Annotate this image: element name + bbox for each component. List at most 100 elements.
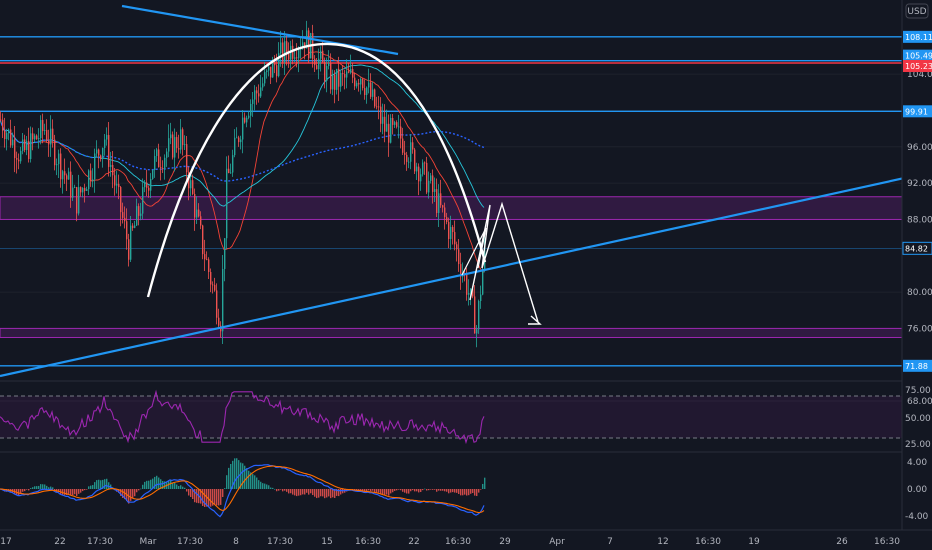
- candle-body[interactable]: [76, 187, 78, 214]
- candle-body[interactable]: [304, 42, 306, 49]
- candle-body[interactable]: [458, 249, 460, 265]
- candle-body[interactable]: [428, 180, 430, 193]
- candle-body[interactable]: [408, 161, 410, 163]
- candle-body[interactable]: [120, 187, 122, 213]
- candle-body[interactable]: [344, 74, 346, 78]
- candle-body[interactable]: [308, 30, 310, 59]
- candle-body[interactable]: [482, 268, 484, 295]
- candle-body[interactable]: [426, 162, 428, 193]
- candle-body[interactable]: [254, 90, 256, 100]
- candle-body[interactable]: [230, 172, 232, 174]
- candle-body[interactable]: [146, 182, 148, 188]
- candle-body[interactable]: [330, 63, 332, 90]
- candle-body[interactable]: [158, 149, 160, 168]
- candle-body[interactable]: [466, 274, 468, 295]
- candle-body[interactable]: [136, 206, 138, 226]
- candle-body[interactable]: [4, 130, 6, 140]
- candle-body[interactable]: [216, 290, 218, 318]
- candle-body[interactable]: [164, 157, 166, 169]
- candle-body[interactable]: [100, 155, 102, 159]
- candle-body[interactable]: [130, 225, 132, 260]
- candle-body[interactable]: [420, 174, 422, 182]
- projection-arrow-head[interactable]: [528, 315, 542, 325]
- candle-body[interactable]: [362, 78, 364, 89]
- candle-body[interactable]: [424, 162, 426, 164]
- candle-body[interactable]: [384, 116, 386, 132]
- candle-body[interactable]: [176, 137, 178, 149]
- candle-body[interactable]: [144, 182, 146, 188]
- candle-body[interactable]: [212, 284, 214, 286]
- candle-body[interactable]: [132, 225, 134, 228]
- candle-body[interactable]: [152, 169, 154, 180]
- currency-badge[interactable]: [905, 3, 929, 19]
- price-axis[interactable]: USD 104.00100.0096.0092.0088.0080.0076.0…: [901, 0, 932, 530]
- candle-body[interactable]: [360, 78, 362, 85]
- candle-body[interactable]: [34, 135, 36, 140]
- candle-body[interactable]: [172, 134, 174, 158]
- small-zigzag[interactable]: [461, 227, 487, 276]
- candle-body[interactable]: [432, 175, 434, 192]
- candle-body[interactable]: [474, 296, 476, 334]
- candle-body[interactable]: [36, 135, 38, 140]
- candle-body[interactable]: [412, 142, 414, 150]
- candle-body[interactable]: [56, 164, 58, 166]
- candle-body[interactable]: [208, 259, 210, 272]
- candle-body[interactable]: [296, 57, 298, 59]
- candle-body[interactable]: [138, 206, 140, 216]
- candle-body[interactable]: [140, 213, 142, 216]
- candle-body[interactable]: [106, 135, 108, 140]
- candle-body[interactable]: [246, 117, 248, 123]
- candle-body[interactable]: [470, 288, 472, 293]
- candle-body[interactable]: [398, 126, 400, 128]
- candle-body[interactable]: [388, 123, 390, 143]
- candle-body[interactable]: [262, 83, 264, 88]
- candle-body[interactable]: [364, 88, 366, 96]
- candle-body[interactable]: [170, 134, 172, 139]
- candle-body[interactable]: [62, 171, 64, 180]
- candle-body[interactable]: [410, 142, 412, 162]
- candle-body[interactable]: [112, 165, 114, 176]
- candle-body[interactable]: [80, 187, 82, 193]
- candle-body[interactable]: [0, 119, 2, 121]
- candle-body[interactable]: [38, 138, 40, 140]
- candle-body[interactable]: [282, 42, 284, 63]
- descending-trendline[interactable]: [121, 4, 399, 56]
- candle-body[interactable]: [48, 140, 50, 145]
- candle-body[interactable]: [210, 271, 212, 285]
- candle-body[interactable]: [442, 205, 444, 208]
- candle-body[interactable]: [390, 118, 392, 143]
- candle-body[interactable]: [352, 69, 354, 78]
- candle-body[interactable]: [288, 53, 290, 60]
- candle-body[interactable]: [272, 61, 274, 78]
- macd-pane[interactable]: [0, 458, 486, 518]
- candle-body[interactable]: [10, 129, 12, 146]
- candle-body[interactable]: [226, 168, 228, 239]
- candle-body[interactable]: [94, 153, 96, 180]
- candle-body[interactable]: [374, 89, 376, 107]
- candle-body[interactable]: [16, 158, 18, 160]
- candle-body[interactable]: [202, 225, 204, 255]
- candle-body[interactable]: [270, 66, 272, 78]
- candle-body[interactable]: [150, 179, 152, 191]
- candle-body[interactable]: [174, 137, 176, 158]
- candle-body[interactable]: [2, 119, 4, 131]
- candle-body[interactable]: [234, 137, 236, 156]
- candle-body[interactable]: [72, 187, 74, 198]
- candle-body[interactable]: [274, 61, 276, 66]
- candle-body[interactable]: [102, 147, 104, 159]
- zone-1[interactable]: [0, 327, 903, 338]
- candle-body[interactable]: [286, 41, 288, 54]
- candle-body[interactable]: [74, 187, 76, 188]
- candle-body[interactable]: [430, 175, 432, 181]
- candle-body[interactable]: [320, 50, 322, 59]
- candle-body[interactable]: [168, 138, 170, 152]
- candle-body[interactable]: [478, 300, 480, 330]
- candle-body[interactable]: [116, 183, 118, 186]
- candle-body[interactable]: [298, 49, 300, 59]
- rounded-top-arc[interactable]: [146, 42, 487, 298]
- candle-body[interactable]: [468, 292, 470, 295]
- candle-body[interactable]: [294, 57, 296, 59]
- candle-body[interactable]: [370, 82, 372, 97]
- candle-body[interactable]: [350, 69, 352, 73]
- candle-body[interactable]: [358, 82, 360, 85]
